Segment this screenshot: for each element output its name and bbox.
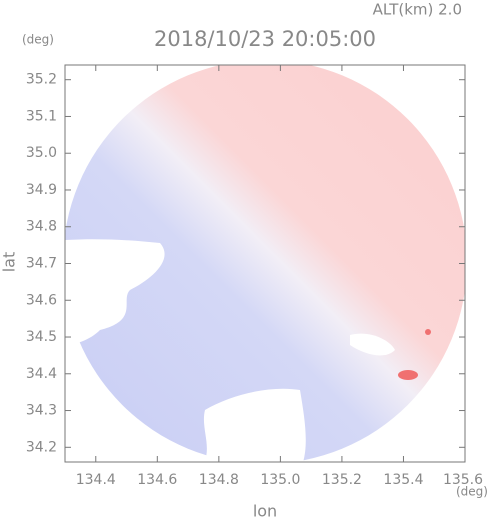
- y-tick-label: 35.1: [26, 108, 57, 124]
- x-tick-label: 135.6: [443, 472, 483, 488]
- x-tick-label: 135.2: [322, 472, 362, 488]
- x-tick-label: 135.4: [383, 472, 423, 488]
- x-tick-label: 134.8: [199, 472, 239, 488]
- x-tick-label: 135.0: [260, 472, 300, 488]
- x-tick-label: 134.6: [137, 472, 177, 488]
- x-tick-label: 134.4: [76, 472, 116, 488]
- y-tick-label: 35.2: [26, 72, 57, 88]
- y-tick-label: 34.7: [26, 256, 57, 272]
- y-tick-label: 34.4: [26, 366, 57, 382]
- y-tick-label: 35.0: [26, 145, 57, 161]
- y-tick-label: 34.9: [26, 182, 57, 198]
- x-axis-label: lon: [253, 502, 277, 521]
- radar-field: [65, 65, 465, 462]
- y-axis-label: lat: [0, 252, 19, 273]
- y-unit: (deg): [22, 33, 54, 47]
- subtitle: ALT(km) 2.0: [373, 1, 462, 19]
- y-tick-label: 34.2: [26, 439, 57, 455]
- y-tick-label: 34.8: [26, 219, 57, 235]
- chart-title: 2018/10/23 20:05:00: [154, 27, 376, 51]
- y-tick-label: 34.6: [26, 292, 57, 308]
- y-tick-label: 34.5: [26, 329, 57, 345]
- x-unit: (deg): [456, 485, 488, 499]
- y-tick-label: 34.3: [26, 403, 57, 419]
